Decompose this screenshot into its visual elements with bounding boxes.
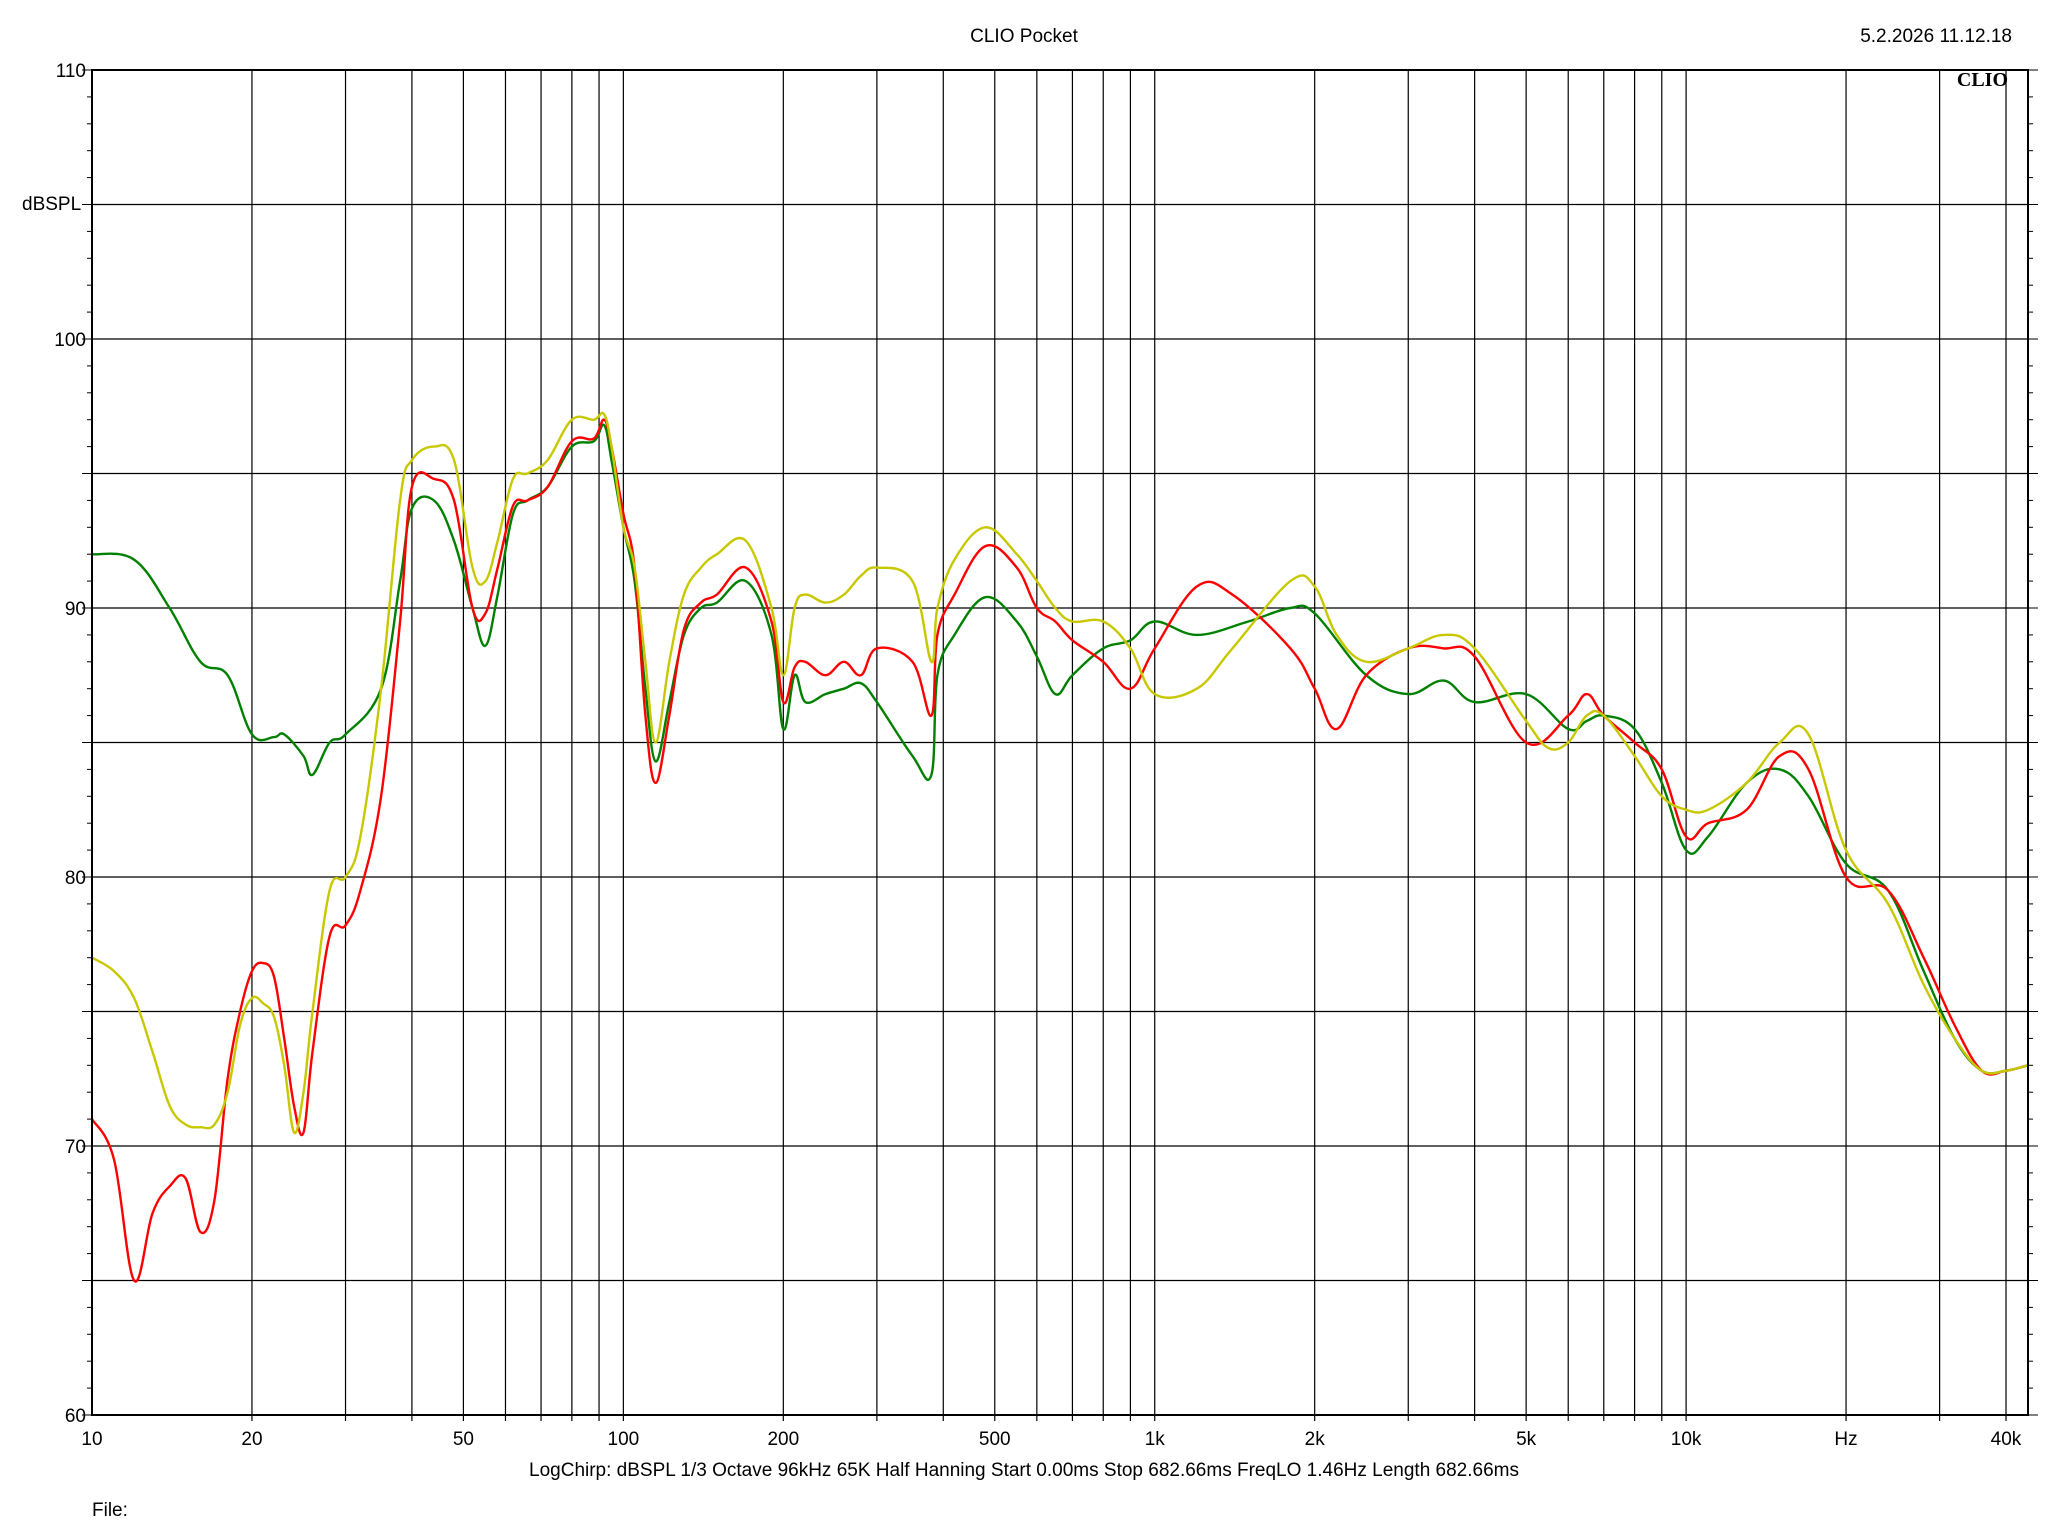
y-tick-label: 80 [65, 868, 86, 889]
x-tick-label: 1k [1145, 1429, 1166, 1450]
y-tick-label: 110 [56, 61, 86, 82]
y-tick-label: 90 [65, 599, 86, 620]
measurement-settings: LogChirp: dBSPL 1/3 Octave 96kHz 65K Hal… [529, 1460, 1519, 1481]
y-tick-label: 70 [65, 1137, 86, 1158]
series-lines [90, 411, 2029, 1283]
file-label: File: [92, 1500, 128, 1521]
series-line-3 [91, 411, 2029, 1135]
x-tick-label: 50 [453, 1429, 474, 1450]
series-line-1 [91, 423, 2029, 1075]
axis-ticks [82, 69, 2038, 1421]
y-tick-label: 60 [65, 1406, 86, 1427]
x-tick-label: 20 [241, 1429, 262, 1450]
major-gridlines [92, 70, 2028, 1415]
y-tick-labels: 60 70 80 90 100 110 [54, 61, 86, 1427]
plot-frame [91, 69, 2029, 1416]
x-tick-label: 10k [1671, 1429, 1702, 1450]
x-tick-label: 100 [608, 1429, 640, 1450]
y-axis-label: dBSPL [22, 194, 81, 215]
x-tick-label: 5k [1516, 1429, 1537, 1450]
timestamp: 5.2.2026 11.12.18 [1860, 26, 2012, 47]
chart-title: CLIO Pocket [970, 26, 1078, 47]
series-line-2 [90, 418, 2029, 1283]
x-tick-label: Hz [1834, 1429, 1857, 1450]
x-tick-label: 200 [767, 1429, 799, 1450]
clio-brand-logo: CLIO [1957, 69, 2008, 91]
x-tick-label: 500 [979, 1429, 1011, 1450]
x-tick-label: 40k [1991, 1429, 2022, 1450]
x-tick-label: 10 [81, 1429, 102, 1450]
x-tick-label: 2k [1305, 1429, 1326, 1450]
x-tick-labels: 10 20 50 100 200 500 1k 2k 5k 10k Hz 40k [81, 1429, 2021, 1450]
y-tick-label: 100 [54, 330, 86, 351]
